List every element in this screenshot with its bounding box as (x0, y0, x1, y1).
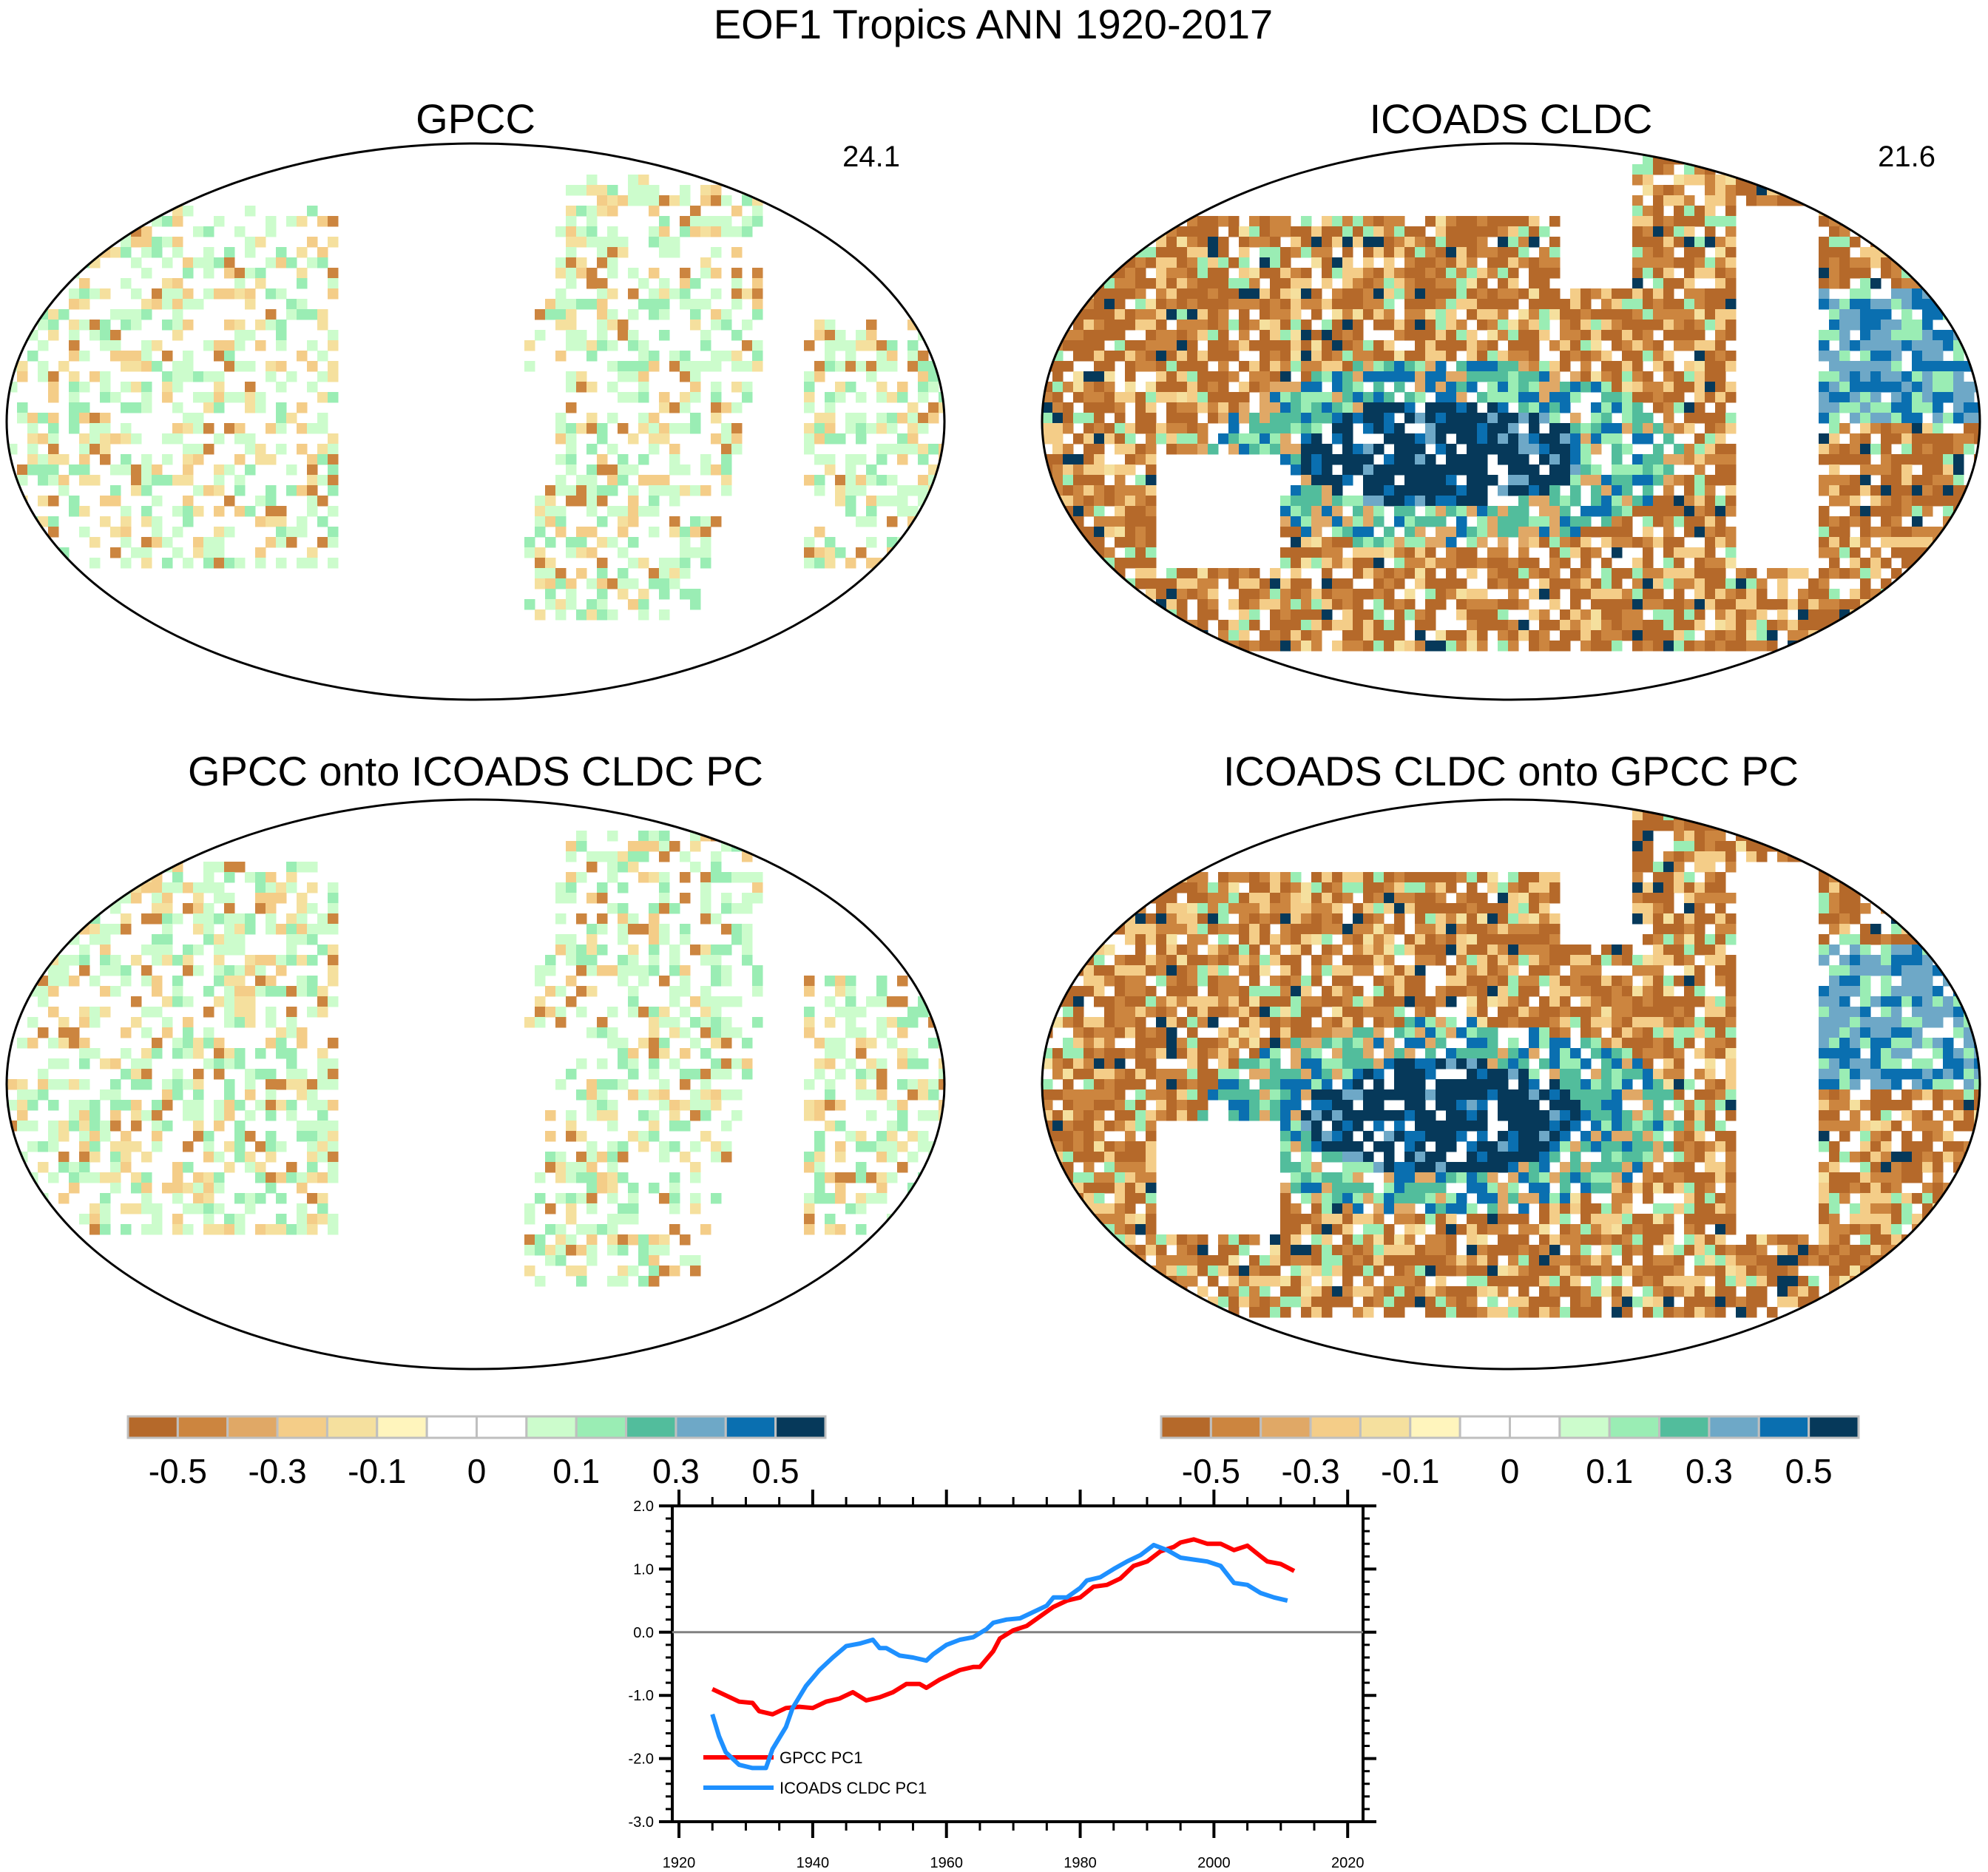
map-panel: GPCC 24.1 (5, 95, 946, 701)
legend-label: ICOADS CLDC PC1 (780, 1779, 927, 1797)
colorbar-swatch (724, 1415, 777, 1439)
colorbar-swatch (1309, 1415, 1362, 1439)
y-tick-label: -1.0 (629, 1688, 654, 1704)
colorbar-swatch (525, 1415, 578, 1439)
map-border (5, 142, 946, 701)
map-border (1041, 798, 1981, 1371)
colorbar-swatch (1558, 1415, 1611, 1439)
y-tick-label: 0.0 (633, 1625, 654, 1641)
map-panels: GPCC 24.1 ICOADS CLDC 21.6 GPCC onto ICOADS … (5, 95, 1981, 1371)
colorbar-swatch (1160, 1415, 1212, 1439)
variance-explained: 24.1 (842, 141, 900, 173)
legend-label: GPCC PC1 (780, 1748, 862, 1767)
colorbar-label: 0.1 (552, 1452, 600, 1490)
map-field (1042, 143, 1980, 652)
pc-timeseries-chart: 2.0 1.0 0.0 -1.0 -2.0 -3.0 1920 1940 1960 1980 200… (629, 1490, 1376, 1871)
colorbar-swatch (625, 1415, 677, 1439)
colorbar-swatch (1708, 1415, 1760, 1439)
colorbar-label: -0.1 (348, 1452, 406, 1490)
series-line-gpcc (711, 1537, 1296, 1717)
colorbar-label: 0 (1501, 1452, 1520, 1490)
colorbar-label: 0.3 (652, 1452, 700, 1490)
x-tick-label: 2000 (1197, 1855, 1231, 1871)
colorbar-swatch (476, 1415, 528, 1439)
plot-frame (671, 1504, 1365, 1823)
colorbar-label: 0.3 (1686, 1452, 1733, 1490)
colorbar-swatch (774, 1415, 827, 1439)
panel-title: GPCC (416, 95, 535, 142)
y-tick-label: -2.0 (629, 1751, 654, 1768)
map-field (1042, 800, 1980, 1318)
colorbar-swatch (1608, 1415, 1661, 1439)
colorbar-swatch (1359, 1415, 1412, 1439)
map-panel: ICOADS CLDC 21.6 (1041, 95, 1981, 701)
y-tick-label: -3.0 (629, 1814, 654, 1831)
colorbar-swatch (276, 1415, 328, 1439)
colorbar-swatch (226, 1415, 279, 1439)
map-panel: GPCC onto ICOADS CLDC PC (5, 748, 946, 1371)
colorbar-label: 0.1 (1586, 1452, 1633, 1490)
colorbar-swatch (1458, 1415, 1511, 1439)
colorbar-swatch (1658, 1415, 1711, 1439)
map-field (7, 831, 944, 1287)
map-panel: ICOADS CLDC onto GPCC PC (1041, 748, 1981, 1371)
map-border (1041, 142, 1981, 701)
x-tick-label: 1920 (663, 1855, 696, 1871)
colorbar-label: -0.3 (248, 1452, 306, 1490)
map-field (7, 175, 944, 621)
panel-title: ICOADS CLDC onto GPCC PC (1223, 748, 1799, 794)
colorbar-swatch (325, 1415, 379, 1439)
colorbar-swatch (1260, 1415, 1312, 1439)
colorbar-swatch (376, 1415, 428, 1439)
colorbar-swatch (1808, 1415, 1860, 1439)
colorbar-swatch (126, 1415, 179, 1439)
y-tick-label: 2.0 (633, 1498, 654, 1515)
colorbar-label: -0.5 (149, 1452, 207, 1490)
colorbar-left: -0.5 -0.3 -0.1 0 0.1 0.3 0.5 (126, 1415, 827, 1490)
colorbar-label: -0.1 (1381, 1452, 1439, 1490)
colorbar-swatch (176, 1415, 229, 1439)
colorbar-swatch (1757, 1415, 1810, 1439)
colorbar-right: -0.5 -0.3 -0.1 0 0.1 0.3 0.5 (1160, 1415, 1860, 1490)
colorbar-label: -0.5 (1182, 1452, 1240, 1490)
colorbar-swatch (575, 1415, 628, 1439)
map-border (5, 798, 946, 1371)
colorbar-swatch (1409, 1415, 1461, 1439)
variance-explained: 21.6 (1878, 141, 1935, 173)
y-tick-label: 1.0 (633, 1561, 654, 1578)
colorbar-label: 0.5 (1785, 1452, 1833, 1490)
colorbar-swatch (425, 1415, 479, 1439)
colorbar-label: -0.3 (1281, 1452, 1339, 1490)
colorbar-swatch (1509, 1415, 1561, 1439)
x-tick-label: 1960 (930, 1855, 963, 1871)
x-tick-label: 1940 (797, 1855, 830, 1871)
panel-title: GPCC onto ICOADS CLDC PC (188, 748, 763, 794)
series-line-icoads (710, 1542, 1288, 1771)
x-tick-label: 1980 (1064, 1855, 1097, 1871)
figure-title: EOF1 Tropics ANN 1920-2017 (714, 1, 1273, 47)
colorbar-label: 0.5 (752, 1452, 799, 1490)
colorbar-swatch (674, 1415, 727, 1439)
panel-title: ICOADS CLDC (1370, 95, 1653, 142)
colorbar-label: 0 (467, 1452, 487, 1490)
x-tick-label: 2020 (1331, 1855, 1365, 1871)
colorbar-swatch (1209, 1415, 1262, 1439)
